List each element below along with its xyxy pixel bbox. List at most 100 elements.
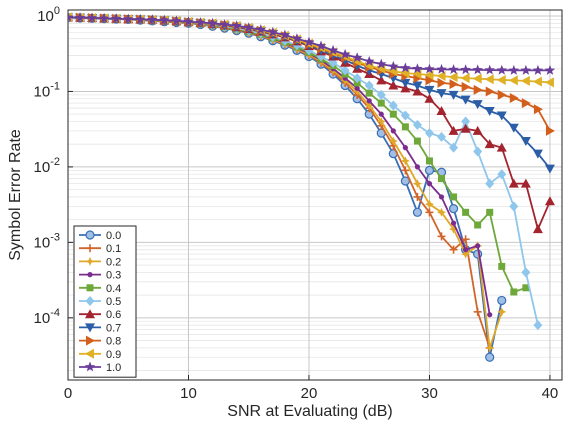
legend-entry: 0.0 xyxy=(79,230,121,242)
legend-label: 0.5 xyxy=(106,296,121,308)
data-point xyxy=(400,62,411,73)
data-point xyxy=(376,58,387,69)
data-point xyxy=(400,156,410,166)
data-point xyxy=(520,178,531,188)
data-point xyxy=(472,73,482,84)
legend-entry: 0.4 xyxy=(79,283,121,295)
data-point xyxy=(376,117,386,126)
x-tick-label: 30 xyxy=(421,385,438,402)
data-point xyxy=(436,106,447,116)
data-point xyxy=(123,13,134,24)
legend-label: 0.8 xyxy=(106,336,121,348)
data-point xyxy=(484,139,495,149)
legend-entry: 1.0 xyxy=(79,361,121,374)
data-point xyxy=(461,249,471,259)
data-point xyxy=(437,77,447,88)
data-point xyxy=(474,221,482,229)
data-point xyxy=(424,63,435,74)
y-tick-exponent: -2 xyxy=(50,156,60,168)
data-point xyxy=(450,220,457,226)
data-point xyxy=(85,323,95,333)
data-point xyxy=(497,307,507,317)
data-point xyxy=(485,352,495,362)
legend-entry: 0.7 xyxy=(79,322,121,334)
data-point xyxy=(533,104,543,115)
data-point xyxy=(473,84,483,95)
legend-entry: 0.2 xyxy=(79,256,121,268)
data-point xyxy=(243,22,254,33)
data-point xyxy=(183,16,194,27)
data-point xyxy=(424,85,435,95)
data-point xyxy=(544,64,556,75)
data-point xyxy=(460,64,471,75)
data-point xyxy=(485,343,495,353)
data-point xyxy=(279,29,291,40)
data-point xyxy=(87,272,93,278)
plot-frame xyxy=(67,9,563,381)
data-point xyxy=(448,64,459,74)
data-point xyxy=(532,64,544,75)
data-point xyxy=(376,89,386,100)
data-point xyxy=(544,196,555,206)
data-point xyxy=(461,116,471,127)
data-point xyxy=(472,125,483,135)
data-point xyxy=(497,169,507,180)
y-tick-label: 10-1 xyxy=(34,80,60,100)
data-point xyxy=(364,101,374,111)
data-point xyxy=(496,74,506,85)
data-point xyxy=(485,178,495,189)
data-point xyxy=(450,193,458,201)
y-tick-exponent: -1 xyxy=(50,80,60,92)
data-point xyxy=(68,11,74,22)
data-point xyxy=(85,296,95,306)
data-point xyxy=(520,64,532,75)
data-point xyxy=(147,14,158,25)
data-point xyxy=(85,230,95,240)
data-point xyxy=(448,204,459,214)
data-point xyxy=(448,72,458,83)
legend-entry: 0.8 xyxy=(79,335,121,348)
data-point xyxy=(86,335,95,346)
y-tick-exponent: -3 xyxy=(50,231,60,243)
data-point xyxy=(449,245,458,254)
data-point xyxy=(487,312,493,318)
legend-entry: 0.6 xyxy=(79,309,121,321)
data-point xyxy=(327,44,339,55)
data-point xyxy=(460,73,470,84)
data-point xyxy=(85,348,94,359)
data-point xyxy=(484,64,495,75)
data-point xyxy=(424,165,435,175)
data-point xyxy=(366,98,372,104)
data-point xyxy=(448,90,459,100)
data-point xyxy=(425,199,434,209)
data-point xyxy=(400,78,411,88)
data-point xyxy=(532,149,543,159)
data-point xyxy=(231,20,242,31)
data-point xyxy=(533,320,543,331)
x-tick-label: 40 xyxy=(542,385,559,402)
data-point xyxy=(388,136,398,146)
data-point xyxy=(267,26,279,37)
data-point xyxy=(424,93,435,103)
legend-label: 0.4 xyxy=(106,283,121,295)
data-point xyxy=(354,85,360,91)
data-point xyxy=(496,64,507,75)
data-point xyxy=(86,244,94,253)
y-tick-label: 10-3 xyxy=(34,231,60,251)
data-point xyxy=(472,64,483,75)
data-point xyxy=(520,137,531,147)
data-point xyxy=(388,60,399,71)
legend-label: 0.7 xyxy=(106,322,121,334)
legend-label: 1.0 xyxy=(106,362,121,374)
legend-entry: 0.1 xyxy=(79,243,121,255)
legend-label: 0.3 xyxy=(106,270,121,282)
data-point xyxy=(436,71,446,82)
data-point xyxy=(473,307,482,316)
data-point xyxy=(438,175,446,183)
data-point xyxy=(159,14,170,25)
data-point xyxy=(291,33,303,44)
data-point xyxy=(498,262,506,270)
data-point xyxy=(364,55,375,66)
data-point xyxy=(424,70,434,81)
